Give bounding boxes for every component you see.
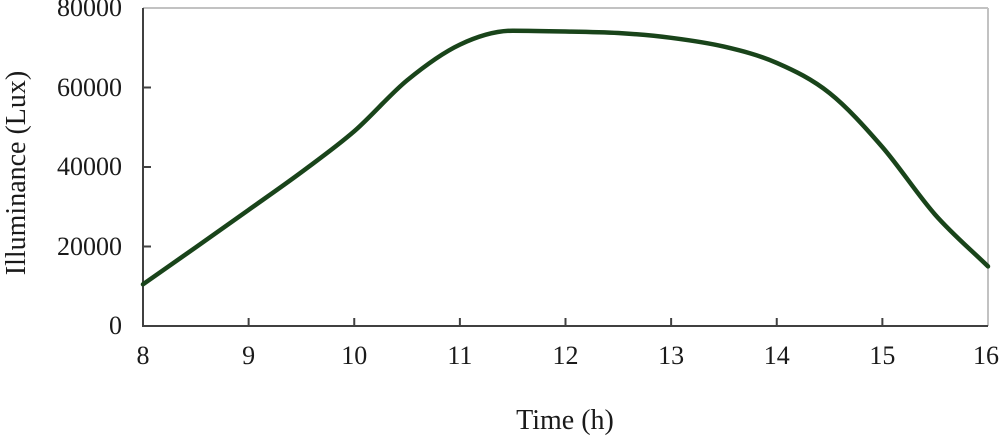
illuminance-curve — [140, 28, 991, 287]
y-tick-label: 80000 — [57, 0, 122, 22]
x-tick-label: 12 — [552, 341, 579, 370]
x-tick-label: 8 — [136, 341, 150, 370]
y-tick-label: 20000 — [57, 231, 122, 261]
y-tick-label: 60000 — [57, 72, 122, 102]
x-tick-label: 16 — [973, 341, 999, 370]
x-tick-label: 11 — [447, 341, 473, 370]
x-axis-title: Time (h) — [516, 405, 614, 436]
x-tick-label: 10 — [341, 341, 368, 370]
x-tick-label: 13 — [658, 341, 685, 370]
x-tick-label: 15 — [869, 341, 896, 370]
x-tick-label: 9 — [242, 341, 256, 370]
y-tick-label: 40000 — [57, 152, 122, 181]
y-tick-label: 0 — [109, 311, 122, 340]
x-tick-label: 14 — [763, 341, 790, 370]
